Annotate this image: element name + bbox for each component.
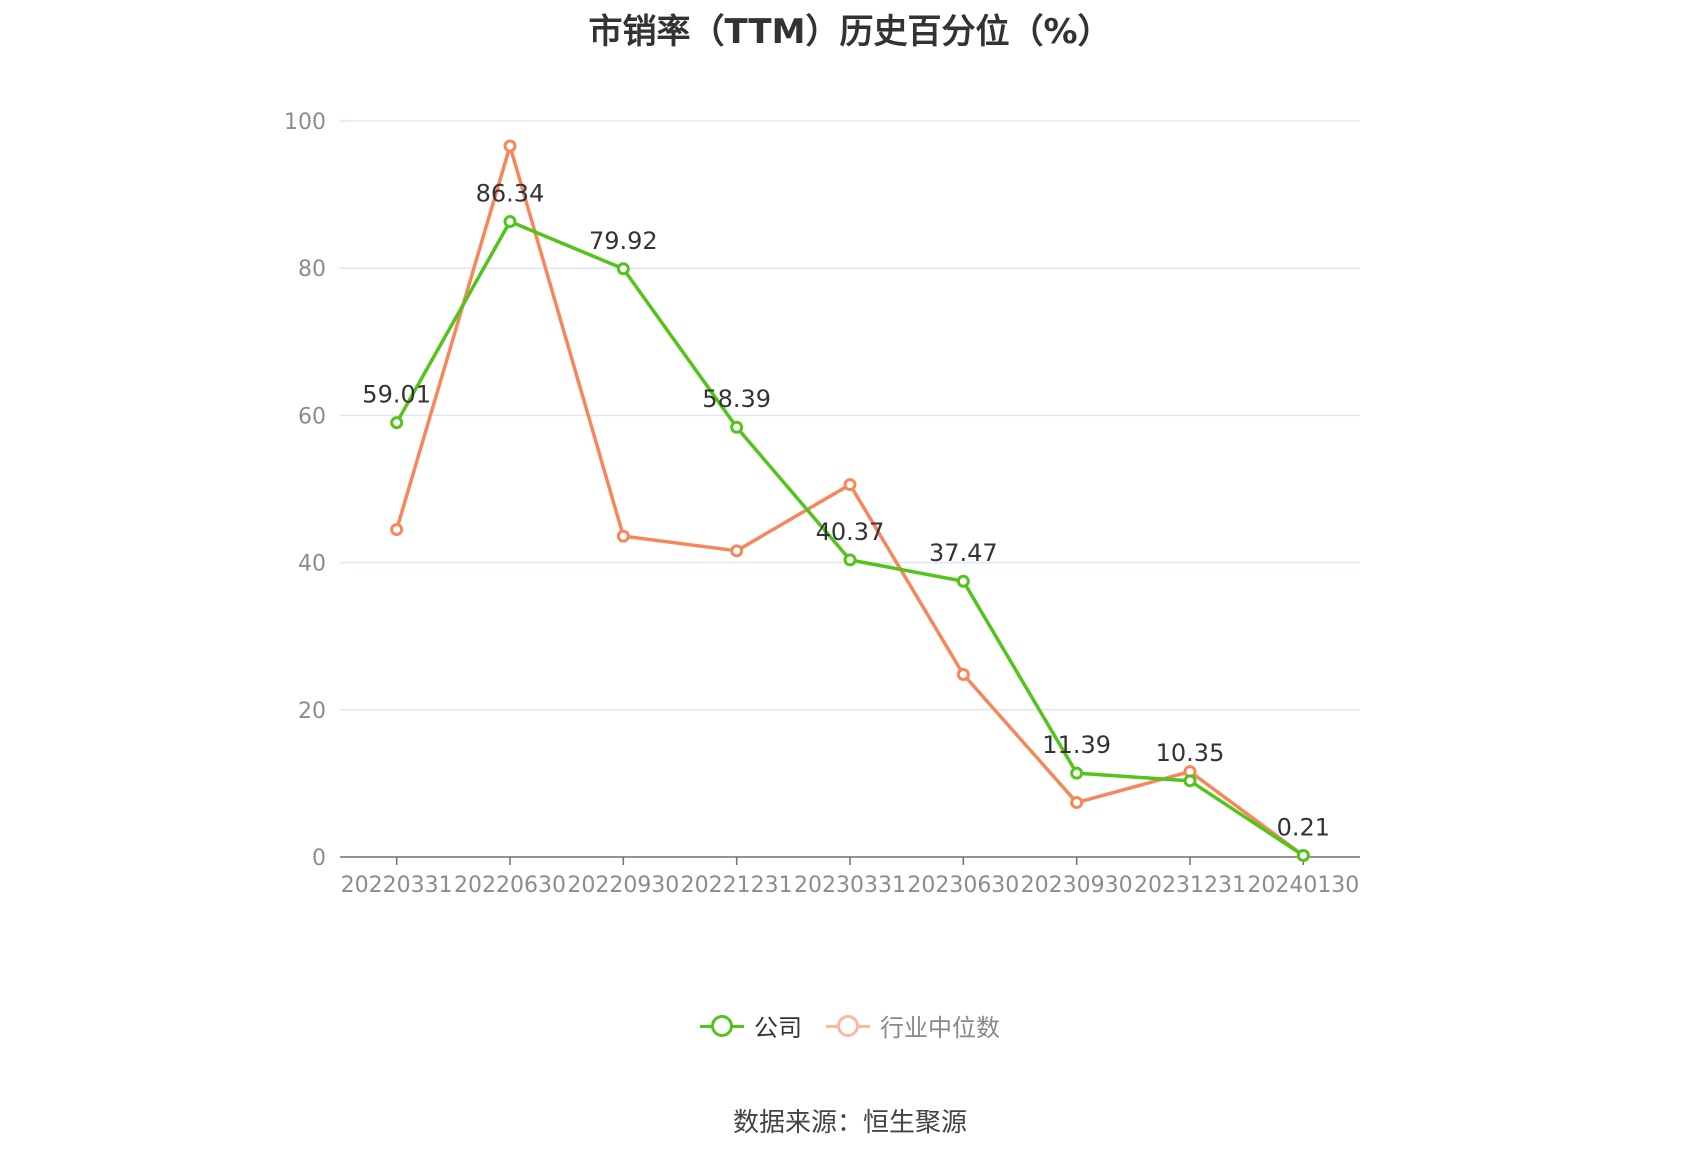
data-point [956, 667, 970, 681]
x-axis: 20220331 20220630 20220930 20221231 20230331… [340, 856, 1360, 898]
data-label: 86.34 [476, 180, 545, 208]
legend-label-company: 公司 [754, 1014, 802, 1042]
data-point [390, 416, 404, 430]
data-point [730, 544, 744, 558]
data-label: 40.37 [816, 518, 885, 546]
x-tick-label: 20230930 [1021, 873, 1133, 898]
data-label: 37.47 [929, 539, 998, 567]
data-point [390, 522, 404, 536]
data-label: 0.21 [1277, 813, 1330, 841]
data-point [843, 553, 857, 567]
y-tick-label: 60 [298, 404, 326, 429]
data-label: 58.39 [702, 385, 771, 413]
data-point [843, 478, 857, 492]
data-point [616, 529, 630, 543]
y-tick-label: 20 [298, 699, 326, 724]
y-axis: 0 20 40 60 80 100 [284, 110, 326, 871]
x-tick-label: 20221231 [681, 873, 793, 898]
x-tick-label: 20220331 [341, 873, 453, 898]
legend-swatch-company-icon [700, 1012, 744, 1040]
x-tick-label: 20220930 [567, 873, 679, 898]
legend-item-company[interactable]: 公司 [700, 1008, 802, 1043]
y-tick-label: 80 [298, 257, 326, 282]
data-point [730, 420, 744, 434]
legend: 公司 行业中位数 [0, 1008, 1700, 1043]
y-tick-label: 100 [284, 110, 326, 135]
series-group [390, 139, 1310, 863]
data-label: 10.35 [1156, 739, 1225, 767]
x-tick-label: 20230331 [794, 873, 906, 898]
data-label: 59.01 [362, 381, 431, 409]
legend-label-industry-median: 行业中位数 [880, 1014, 1000, 1042]
data-point [1183, 774, 1197, 788]
data-source: 数据来源：恒生聚源 [732, 1108, 967, 1138]
legend-item-industry-median[interactable]: 行业中位数 [826, 1008, 1000, 1043]
data-labels: 59.01 86.34 79.92 58.39 40.37 37.47 11.39 10.35… [362, 180, 1330, 842]
data-label: 79.92 [589, 227, 658, 255]
data-point [616, 262, 630, 276]
x-tick-label: 20231231 [1134, 873, 1246, 898]
y-tick-label: 40 [298, 552, 326, 577]
chart-title: 市销率（TTM）历史百分位（%） [588, 12, 1112, 52]
data-point [956, 574, 970, 588]
data-point [503, 215, 517, 229]
data-point [503, 139, 517, 153]
data-point [1296, 848, 1310, 862]
data-label: 11.39 [1042, 731, 1111, 759]
x-tick-label: 20220630 [454, 873, 566, 898]
legend-swatch-industry-icon [826, 1012, 870, 1040]
y-tick-label: 0 [312, 846, 326, 871]
x-tick-label: 20240130 [1247, 873, 1359, 898]
x-tick-label: 20230630 [907, 873, 1019, 898]
data-point [1070, 796, 1084, 810]
data-point [1070, 766, 1084, 780]
